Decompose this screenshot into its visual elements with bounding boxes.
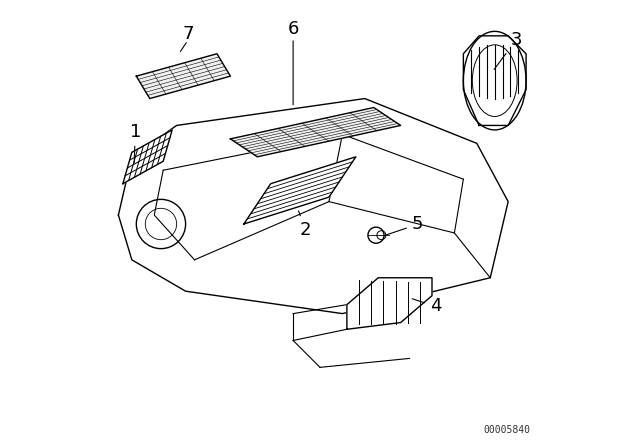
Text: 3: 3 [494, 31, 522, 69]
Text: 4: 4 [412, 297, 441, 315]
Text: 2: 2 [298, 211, 311, 239]
Text: 7: 7 [182, 25, 193, 43]
Polygon shape [230, 108, 401, 157]
Text: 00005840: 00005840 [484, 425, 531, 435]
Polygon shape [123, 130, 172, 184]
Text: 1: 1 [130, 123, 141, 163]
Text: 5: 5 [384, 215, 423, 236]
Polygon shape [347, 278, 432, 329]
Polygon shape [118, 99, 508, 314]
Polygon shape [136, 54, 230, 99]
Polygon shape [244, 157, 356, 224]
Text: 6: 6 [287, 20, 299, 38]
Polygon shape [463, 36, 526, 125]
